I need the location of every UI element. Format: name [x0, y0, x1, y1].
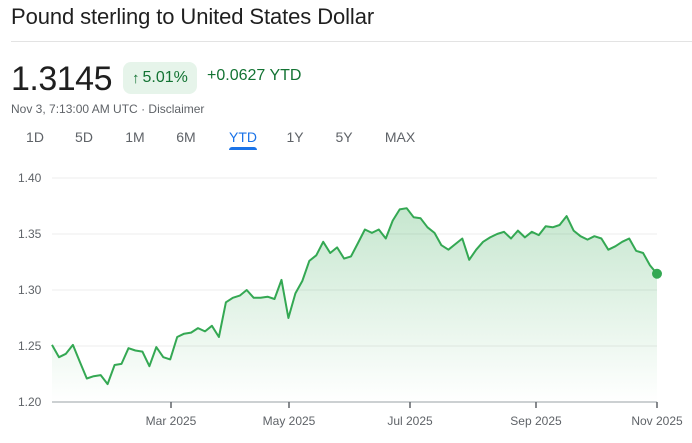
tab-1d[interactable]: 1D [26, 129, 44, 145]
chart-area-fill [52, 208, 657, 402]
disclaimer-link[interactable]: Disclaimer [148, 102, 205, 116]
change-absolute: +0.0627 YTD [207, 67, 302, 84]
range-tabs: 1D 5D 1M 6M YTD 1Y 5Y MAX [0, 129, 450, 155]
separator: · [141, 102, 146, 116]
y-axis-label: 1.30 [18, 283, 42, 297]
x-axis-label: Sep 2025 [510, 414, 562, 428]
chart-plot-area[interactable] [0, 160, 692, 438]
header-divider [11, 41, 692, 42]
tab-1y[interactable]: 1Y [286, 129, 304, 145]
x-axis-label: Nov 2025 [631, 414, 683, 428]
y-axis-label: 1.25 [18, 339, 42, 353]
arrow-up-icon: ↑ [132, 69, 140, 87]
current-price: 1.3145 [11, 60, 113, 98]
y-axis-label: 1.20 [18, 395, 42, 409]
price-chart[interactable]: 1.40 1.35 1.30 1.25 1.20 Mar 2025 May 2025 Jul… [0, 160, 692, 438]
y-axis-label: 1.35 [18, 227, 42, 241]
page-title: Pound sterling to United States Dollar [11, 4, 375, 29]
change-percent: 5.01% [142, 69, 188, 86]
tab-ytd[interactable]: YTD [229, 129, 257, 150]
last-point-marker [652, 268, 662, 279]
tab-1m[interactable]: 1M [125, 129, 145, 145]
chart-line [51, 207, 658, 386]
x-axis-label: May 2025 [262, 414, 316, 428]
tab-max[interactable]: MAX [384, 129, 416, 145]
x-axis-label: Jul 2025 [387, 414, 433, 428]
tab-6m[interactable]: 6M [176, 129, 196, 145]
timestamp-line: Nov 3, 7:13:00 AM UTC · Disclaimer [11, 102, 204, 116]
x-axis-ticks [170, 402, 658, 408]
y-axis-label: 1.40 [18, 171, 42, 185]
timestamp: Nov 3, 7:13:00 AM UTC [11, 102, 138, 116]
tab-5d[interactable]: 5D [75, 129, 93, 145]
tab-5y[interactable]: 5Y [335, 129, 353, 145]
change-percent-badge: ↑ 5.01% [123, 62, 197, 94]
x-axis-label: Mar 2025 [145, 414, 197, 428]
